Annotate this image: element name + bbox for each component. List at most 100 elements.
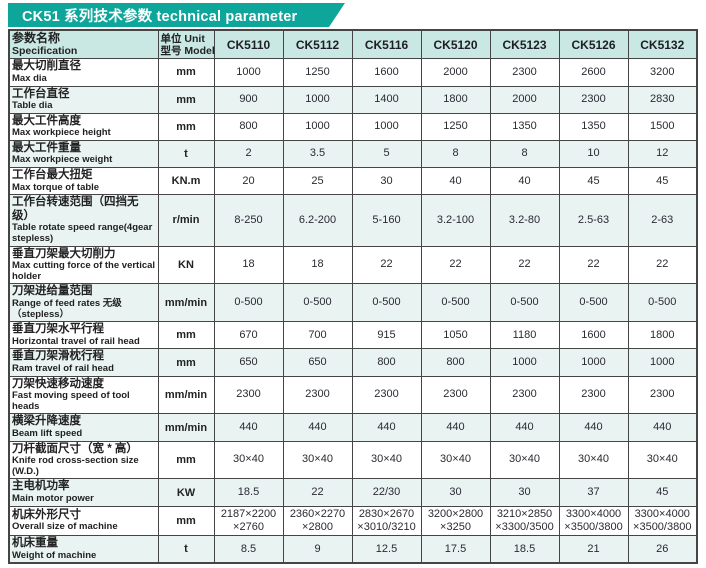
value-cell: 440 <box>351 413 422 442</box>
value-cell: 30×40 <box>420 440 491 480</box>
value-cell: 2300 <box>489 375 560 415</box>
value-cell: 3200×2800 ×3250 <box>420 505 491 537</box>
spec-header-cell: 参数名称 Specification <box>8 29 159 60</box>
table-row: 工作台转速范围（四挡无级） Table rotate speed range(4g… <box>8 194 698 247</box>
spec-label-zh: 工作台转速范围（四挡无级） <box>12 196 139 222</box>
spec-label-en: Max dia <box>12 72 47 84</box>
value-cell: 22 <box>420 245 491 285</box>
value-cell: 0-500 <box>351 283 422 323</box>
value-cell: 12 <box>627 139 698 169</box>
value-cell: 2-63 <box>627 194 698 247</box>
value-cell: 2300 <box>558 375 629 415</box>
value-cell: 5-160 <box>351 194 422 247</box>
spec-cell: 垂直刀架最大切削力 Max cutting force of the vertic… <box>8 245 159 285</box>
value-cell: 1250 <box>420 112 491 141</box>
value-cell: 0-500 <box>489 283 560 323</box>
value-cell: 1000 <box>351 112 422 141</box>
value-cell: 30×40 <box>489 440 560 480</box>
value-cell: 25 <box>282 167 353 196</box>
value-cell: 30×40 <box>558 440 629 480</box>
value-cell: 12.5 <box>351 535 422 564</box>
unit-cell: mm <box>157 58 215 87</box>
value-cell: 670 <box>213 321 284 350</box>
value-cell: 21 <box>558 535 629 564</box>
table-row: 垂直刀架最大切削力 Max cutting force of the vertic… <box>8 245 698 285</box>
spec-label-zh: 机床重量 <box>12 537 58 550</box>
spec-label-en: Max workpiece weight <box>12 154 113 166</box>
spec-label-zh: 刀架进给量范围 <box>12 285 93 298</box>
value-cell: 1600 <box>351 58 422 87</box>
unit-header-cell: 单位 Unit 型号 Model <box>157 29 215 60</box>
value-cell: 2830 <box>627 85 698 114</box>
model-header-ck5123: CK5123 <box>489 29 560 60</box>
spec-label-en: Weight of machine <box>12 549 97 561</box>
table-row: 主电机功率 Main motor power KW 18.5 22 22/30 30 30 37… <box>8 478 698 507</box>
value-cell: 1500 <box>627 112 698 141</box>
table-row: 刀架快速移动速度 Fast moving speed of tool heads m… <box>8 375 698 415</box>
value-cell: 0-500 <box>420 283 491 323</box>
value-cell: 2187×2200 ×2760 <box>213 505 284 537</box>
value-cell: 2300 <box>627 375 698 415</box>
spec-cell: 刀架进给量范围 Range of feed rates 无级 （stepless） <box>8 283 159 323</box>
spec-label-zh: 横梁升降速度 <box>12 415 81 428</box>
value-cell: 5 <box>351 139 422 169</box>
spec-label-zh: 垂直刀架水平行程 <box>12 323 104 336</box>
value-cell: 8 <box>489 139 560 169</box>
value-cell: 1000 <box>489 348 560 377</box>
model-header-ck5112: CK5112 <box>282 29 353 60</box>
value-cell: 1400 <box>351 85 422 114</box>
value-cell: 1000 <box>627 348 698 377</box>
value-cell: 30 <box>489 478 560 507</box>
spec-label-en: Max torque of table <box>12 181 100 193</box>
value-cell: 900 <box>213 85 284 114</box>
spec-label-zh: 工作台最大扭矩 <box>12 169 93 182</box>
value-cell: 22 <box>627 245 698 285</box>
value-cell: 2300 <box>489 58 560 87</box>
spec-label-zh: 刀架快速移动速度 <box>12 377 104 390</box>
unit-cell: mm <box>157 321 215 350</box>
spec-cell: 最大工件高度 Max workpiece height <box>8 112 159 141</box>
unit-cell: mm <box>157 440 215 480</box>
value-cell: 2830×2670 ×3010/3210 <box>351 505 422 537</box>
model-header-ck5126: CK5126 <box>558 29 629 60</box>
value-cell: 1800 <box>627 321 698 350</box>
spec-cell: 横梁升降速度 Beam lift speed <box>8 413 159 442</box>
table-row: 刀架进给量范围 Range of feed rates 无级 （stepless）… <box>8 283 698 323</box>
unit-header-line1: 单位 Unit <box>160 32 205 45</box>
value-cell: 17.5 <box>420 535 491 564</box>
value-cell: 0-500 <box>558 283 629 323</box>
spec-label-zh: 最大工件重量 <box>12 141 81 154</box>
value-cell: 440 <box>558 413 629 442</box>
value-cell: 22 <box>351 245 422 285</box>
value-cell: 2600 <box>558 58 629 87</box>
spec-cell: 垂直刀架滑枕行程 Ram travel of rail head <box>8 348 159 377</box>
value-cell: 800 <box>420 348 491 377</box>
value-cell: 440 <box>420 413 491 442</box>
table-row: 垂直刀架滑枕行程 Ram travel of rail head mm 650 650 8… <box>8 348 698 377</box>
value-cell: 915 <box>351 321 422 350</box>
spec-cell: 工作台最大扭矩 Max torque of table <box>8 167 159 196</box>
value-cell: 2300 <box>351 375 422 415</box>
value-cell: 650 <box>282 348 353 377</box>
parameters-table: 参数名称 Specification 单位 Unit 型号 Model CK51… <box>8 29 698 565</box>
table-row: 最大切削直径 Max dia mm 1000 1250 1600 2000 2300 2600 3… <box>8 58 698 87</box>
table-row: 工作台直径 Table dia mm 900 1000 1400 1800 2000 2300 2… <box>8 85 698 114</box>
spec-label-en: Table dia <box>12 100 53 112</box>
model-header-ck5132: CK5132 <box>627 29 698 60</box>
model-header-ck5116: CK5116 <box>351 29 422 60</box>
value-cell: 0-500 <box>213 283 284 323</box>
value-cell: 800 <box>351 348 422 377</box>
value-cell: 2 <box>213 139 284 169</box>
spec-header-en: Specification <box>12 44 78 57</box>
value-cell: 2300 <box>420 375 491 415</box>
table-row: 最大工件高度 Max workpiece height mm 800 1000 1000 1… <box>8 112 698 141</box>
spec-label-en: Main motor power <box>12 493 94 505</box>
value-cell: 22 <box>282 478 353 507</box>
value-cell: 30 <box>420 478 491 507</box>
value-cell: 2360×2270 ×2800 <box>282 505 353 537</box>
unit-cell: mm/min <box>157 375 215 415</box>
value-cell: 2000 <box>420 58 491 87</box>
value-cell: 2300 <box>282 375 353 415</box>
spec-label-zh: 工作台直径 <box>12 87 70 100</box>
